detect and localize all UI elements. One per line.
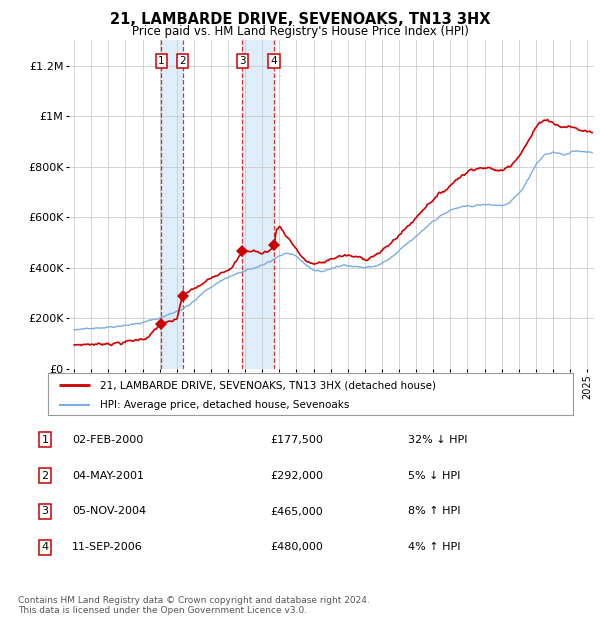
Text: 5% ↓ HPI: 5% ↓ HPI [408, 471, 460, 480]
Text: 1: 1 [158, 56, 164, 66]
Text: £177,500: £177,500 [270, 435, 323, 445]
Text: HPI: Average price, detached house, Sevenoaks: HPI: Average price, detached house, Seve… [101, 400, 350, 410]
Text: 1: 1 [41, 435, 49, 445]
Text: 4% ↑ HPI: 4% ↑ HPI [408, 542, 461, 552]
Text: 05-NOV-2004: 05-NOV-2004 [72, 507, 146, 516]
Text: Contains HM Land Registry data © Crown copyright and database right 2024.
This d: Contains HM Land Registry data © Crown c… [18, 596, 370, 615]
Text: 2: 2 [179, 56, 186, 66]
Text: 3: 3 [41, 507, 49, 516]
Bar [161, 40, 182, 369]
Text: 4: 4 [271, 56, 277, 66]
Text: £480,000: £480,000 [270, 542, 323, 552]
Text: 32% ↓ HPI: 32% ↓ HPI [408, 435, 467, 445]
Text: 04-MAY-2001: 04-MAY-2001 [72, 471, 144, 480]
Text: 21, LAMBARDE DRIVE, SEVENOAKS, TN13 3HX: 21, LAMBARDE DRIVE, SEVENOAKS, TN13 3HX [110, 12, 490, 27]
Text: 8% ↑ HPI: 8% ↑ HPI [408, 507, 461, 516]
Text: 02-FEB-2000: 02-FEB-2000 [72, 435, 143, 445]
Bar [242, 40, 274, 369]
Text: 2: 2 [41, 471, 49, 480]
Text: 21, LAMBARDE DRIVE, SEVENOAKS, TN13 3HX (detached house): 21, LAMBARDE DRIVE, SEVENOAKS, TN13 3HX … [101, 380, 437, 390]
Text: 11-SEP-2006: 11-SEP-2006 [72, 542, 143, 552]
Text: 4: 4 [41, 542, 49, 552]
Text: 3: 3 [239, 56, 246, 66]
Text: Price paid vs. HM Land Registry's House Price Index (HPI): Price paid vs. HM Land Registry's House … [131, 25, 469, 38]
Text: £465,000: £465,000 [270, 507, 323, 516]
Text: £292,000: £292,000 [270, 471, 323, 480]
